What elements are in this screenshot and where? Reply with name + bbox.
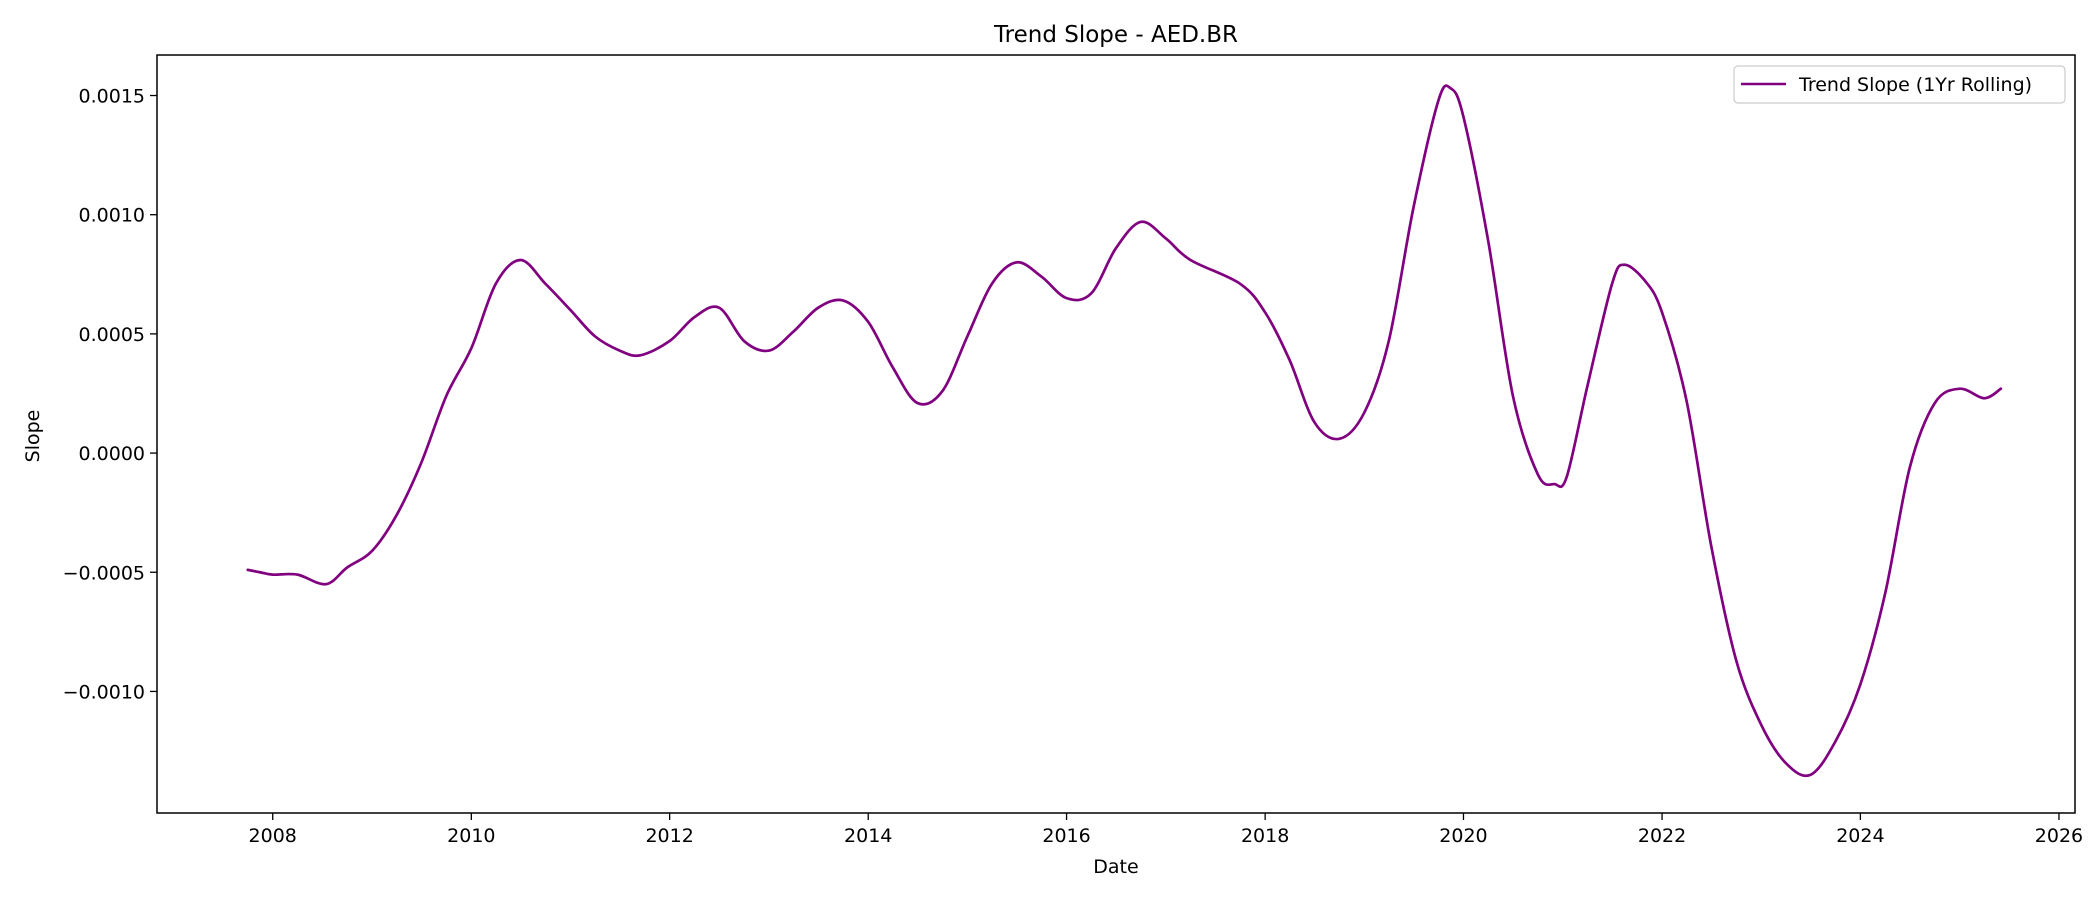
y-axis-ticks: 0.0015 0.0010 0.0005 0.0000 −0.0005 −0.0010 <box>63 86 157 703</box>
x-tick-label: 2010 <box>447 825 495 847</box>
x-tick-label: 2012 <box>645 825 693 847</box>
x-tick-label: 2024 <box>1836 825 1884 847</box>
x-axis-label: Date <box>1093 856 1138 878</box>
series-layer <box>246 84 2003 778</box>
y-tick-label: 0.0005 <box>79 324 145 346</box>
legend: Trend Slope (1Yr Rolling) <box>1733 65 2066 104</box>
plot-area-frame <box>156 54 2076 814</box>
y-tick-label: −0.0010 <box>63 681 145 703</box>
y-tick-label: −0.0005 <box>63 562 145 584</box>
x-tick-label: 2014 <box>844 825 892 847</box>
y-tick-label: 0.0000 <box>79 443 145 465</box>
x-tick-label: 2016 <box>1042 825 1090 847</box>
x-tick-label: 2022 <box>1638 825 1686 847</box>
x-tick-label: 2026 <box>2035 825 2083 847</box>
y-axis-label: Slope <box>22 410 44 463</box>
series-line-0 <box>246 84 2003 778</box>
x-axis-ticks: 2008 2010 2012 2014 2016 2018 2020 2022 2024 2026 <box>249 813 2083 847</box>
legend-series-label: Trend Slope (1Yr Rolling) <box>1798 74 2032 96</box>
y-tick-label: 0.0015 <box>79 86 145 108</box>
x-tick-label: 2018 <box>1241 825 1289 847</box>
y-tick-label: 0.0010 <box>79 205 145 227</box>
x-tick-label: 2020 <box>1439 825 1487 847</box>
x-tick-label: 2008 <box>249 825 297 847</box>
chart-title: Trend Slope - AED.BR <box>993 22 1238 48</box>
legend-box <box>1733 65 2066 104</box>
